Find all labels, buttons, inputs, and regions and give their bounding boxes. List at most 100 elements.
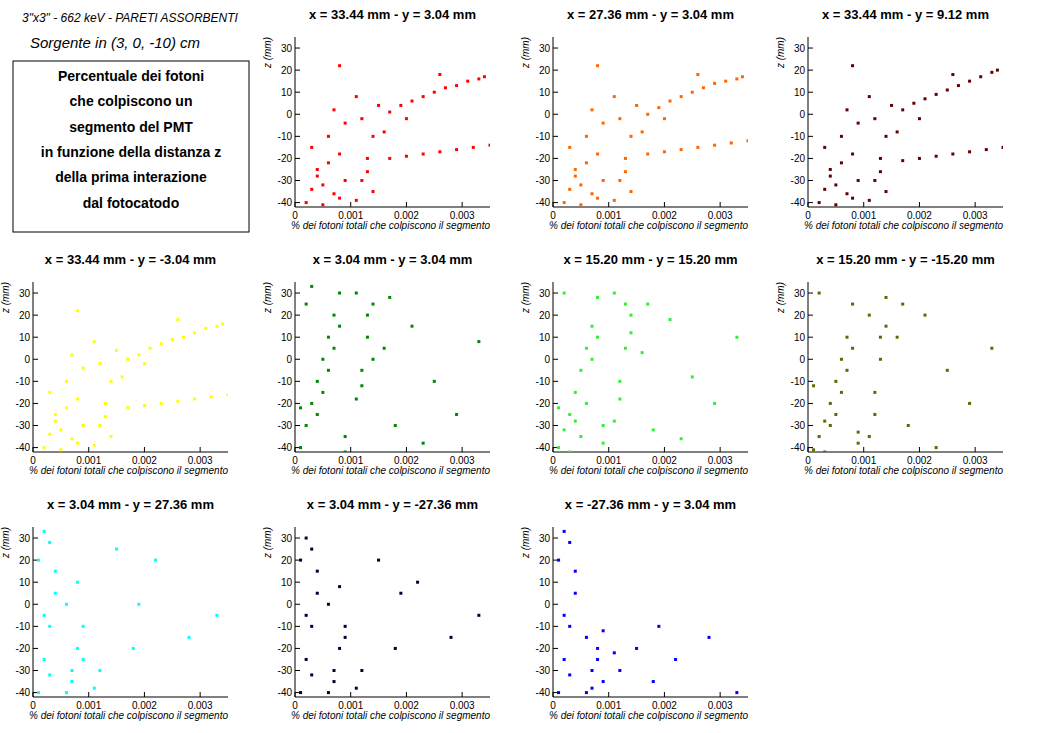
y-tick-label: -30 bbox=[16, 420, 31, 431]
y-tick-label: 0 bbox=[799, 109, 805, 120]
point bbox=[299, 406, 302, 409]
x-axis-label: % dei fotoni totali che colpiscono il se… bbox=[29, 710, 228, 721]
header-line: 3"x3" - 662 keV - PARETI ASSORBENTI bbox=[22, 11, 239, 25]
panel: x = 33.44 mm - y = 9.12 mm-40-30-20-1001… bbox=[775, 7, 1005, 231]
point bbox=[602, 122, 605, 125]
point bbox=[946, 369, 949, 372]
point bbox=[657, 106, 660, 109]
point bbox=[591, 192, 594, 195]
x-axis bbox=[33, 697, 228, 698]
point bbox=[857, 179, 860, 182]
y-tick-label: -20 bbox=[536, 643, 551, 654]
point bbox=[613, 199, 616, 202]
point bbox=[840, 391, 843, 394]
point bbox=[823, 146, 826, 149]
point bbox=[924, 314, 927, 317]
point bbox=[574, 570, 577, 573]
y-tick-label: 20 bbox=[281, 310, 293, 321]
y-tick bbox=[553, 538, 558, 539]
point bbox=[327, 336, 330, 339]
y-tick bbox=[808, 447, 813, 448]
point bbox=[333, 347, 336, 350]
point bbox=[98, 362, 101, 365]
point bbox=[333, 680, 336, 683]
y-tick-label: 10 bbox=[794, 332, 806, 343]
point bbox=[968, 402, 971, 405]
point bbox=[65, 603, 68, 606]
point bbox=[985, 148, 988, 151]
y-tick-label: -10 bbox=[278, 131, 293, 142]
point bbox=[65, 691, 68, 694]
y-tick-label: 20 bbox=[281, 555, 293, 566]
point bbox=[635, 647, 638, 650]
point bbox=[834, 380, 837, 383]
point bbox=[76, 647, 79, 650]
point bbox=[568, 625, 571, 628]
point bbox=[680, 148, 683, 151]
point bbox=[829, 175, 832, 178]
point bbox=[834, 203, 837, 206]
y-tick bbox=[33, 538, 38, 539]
point bbox=[344, 122, 347, 125]
point bbox=[596, 153, 599, 156]
points bbox=[557, 530, 738, 694]
point bbox=[327, 691, 330, 694]
point bbox=[316, 175, 319, 178]
point bbox=[823, 420, 826, 423]
point bbox=[405, 155, 408, 158]
x-tick bbox=[608, 202, 609, 207]
point bbox=[885, 296, 888, 299]
y-tick bbox=[33, 425, 38, 426]
y-tick bbox=[553, 582, 558, 583]
x-axis bbox=[808, 207, 1003, 208]
x-tick bbox=[144, 447, 145, 452]
point bbox=[557, 691, 560, 694]
x-axis bbox=[553, 697, 748, 698]
point bbox=[563, 292, 566, 295]
point bbox=[126, 358, 129, 361]
point bbox=[93, 340, 96, 343]
y-axis bbox=[553, 37, 554, 207]
point bbox=[366, 336, 369, 339]
x-tick bbox=[664, 202, 665, 207]
point bbox=[691, 375, 694, 378]
y-tick-label: -30 bbox=[278, 175, 293, 186]
box-line: dal fotocatodo bbox=[83, 195, 179, 211]
x-axis bbox=[295, 697, 490, 698]
point bbox=[879, 157, 882, 160]
point bbox=[741, 75, 744, 78]
point bbox=[466, 80, 469, 83]
point bbox=[143, 404, 146, 407]
x-tick bbox=[975, 447, 976, 452]
y-tick bbox=[295, 403, 300, 404]
x-axis-label: % dei fotoni totali che colpiscono il se… bbox=[291, 465, 490, 476]
point bbox=[851, 347, 854, 350]
y-tick bbox=[553, 114, 558, 115]
header-line: Sorgente in (3, 0, -10) cm bbox=[30, 34, 200, 51]
y-tick-label: 20 bbox=[794, 310, 806, 321]
y-axis-label: z (mm) bbox=[520, 527, 531, 559]
point bbox=[691, 91, 694, 94]
y-tick-label: 10 bbox=[539, 577, 551, 588]
point bbox=[613, 420, 616, 423]
x-axis bbox=[553, 452, 748, 453]
x-tick bbox=[664, 447, 665, 452]
point bbox=[1002, 146, 1004, 149]
point bbox=[143, 362, 146, 365]
point bbox=[299, 559, 302, 562]
point bbox=[215, 614, 218, 617]
y-tick-label: -20 bbox=[16, 398, 31, 409]
y-tick-label: 20 bbox=[19, 555, 31, 566]
y-tick-label: -20 bbox=[16, 643, 31, 654]
point bbox=[310, 402, 313, 405]
point bbox=[377, 559, 380, 562]
y-tick-label: -10 bbox=[791, 131, 806, 142]
point bbox=[388, 296, 391, 299]
point bbox=[696, 146, 699, 149]
x-tick bbox=[88, 692, 89, 697]
point bbox=[54, 420, 57, 423]
point bbox=[355, 292, 358, 295]
point bbox=[444, 86, 447, 89]
point bbox=[735, 77, 738, 80]
point bbox=[585, 135, 588, 138]
